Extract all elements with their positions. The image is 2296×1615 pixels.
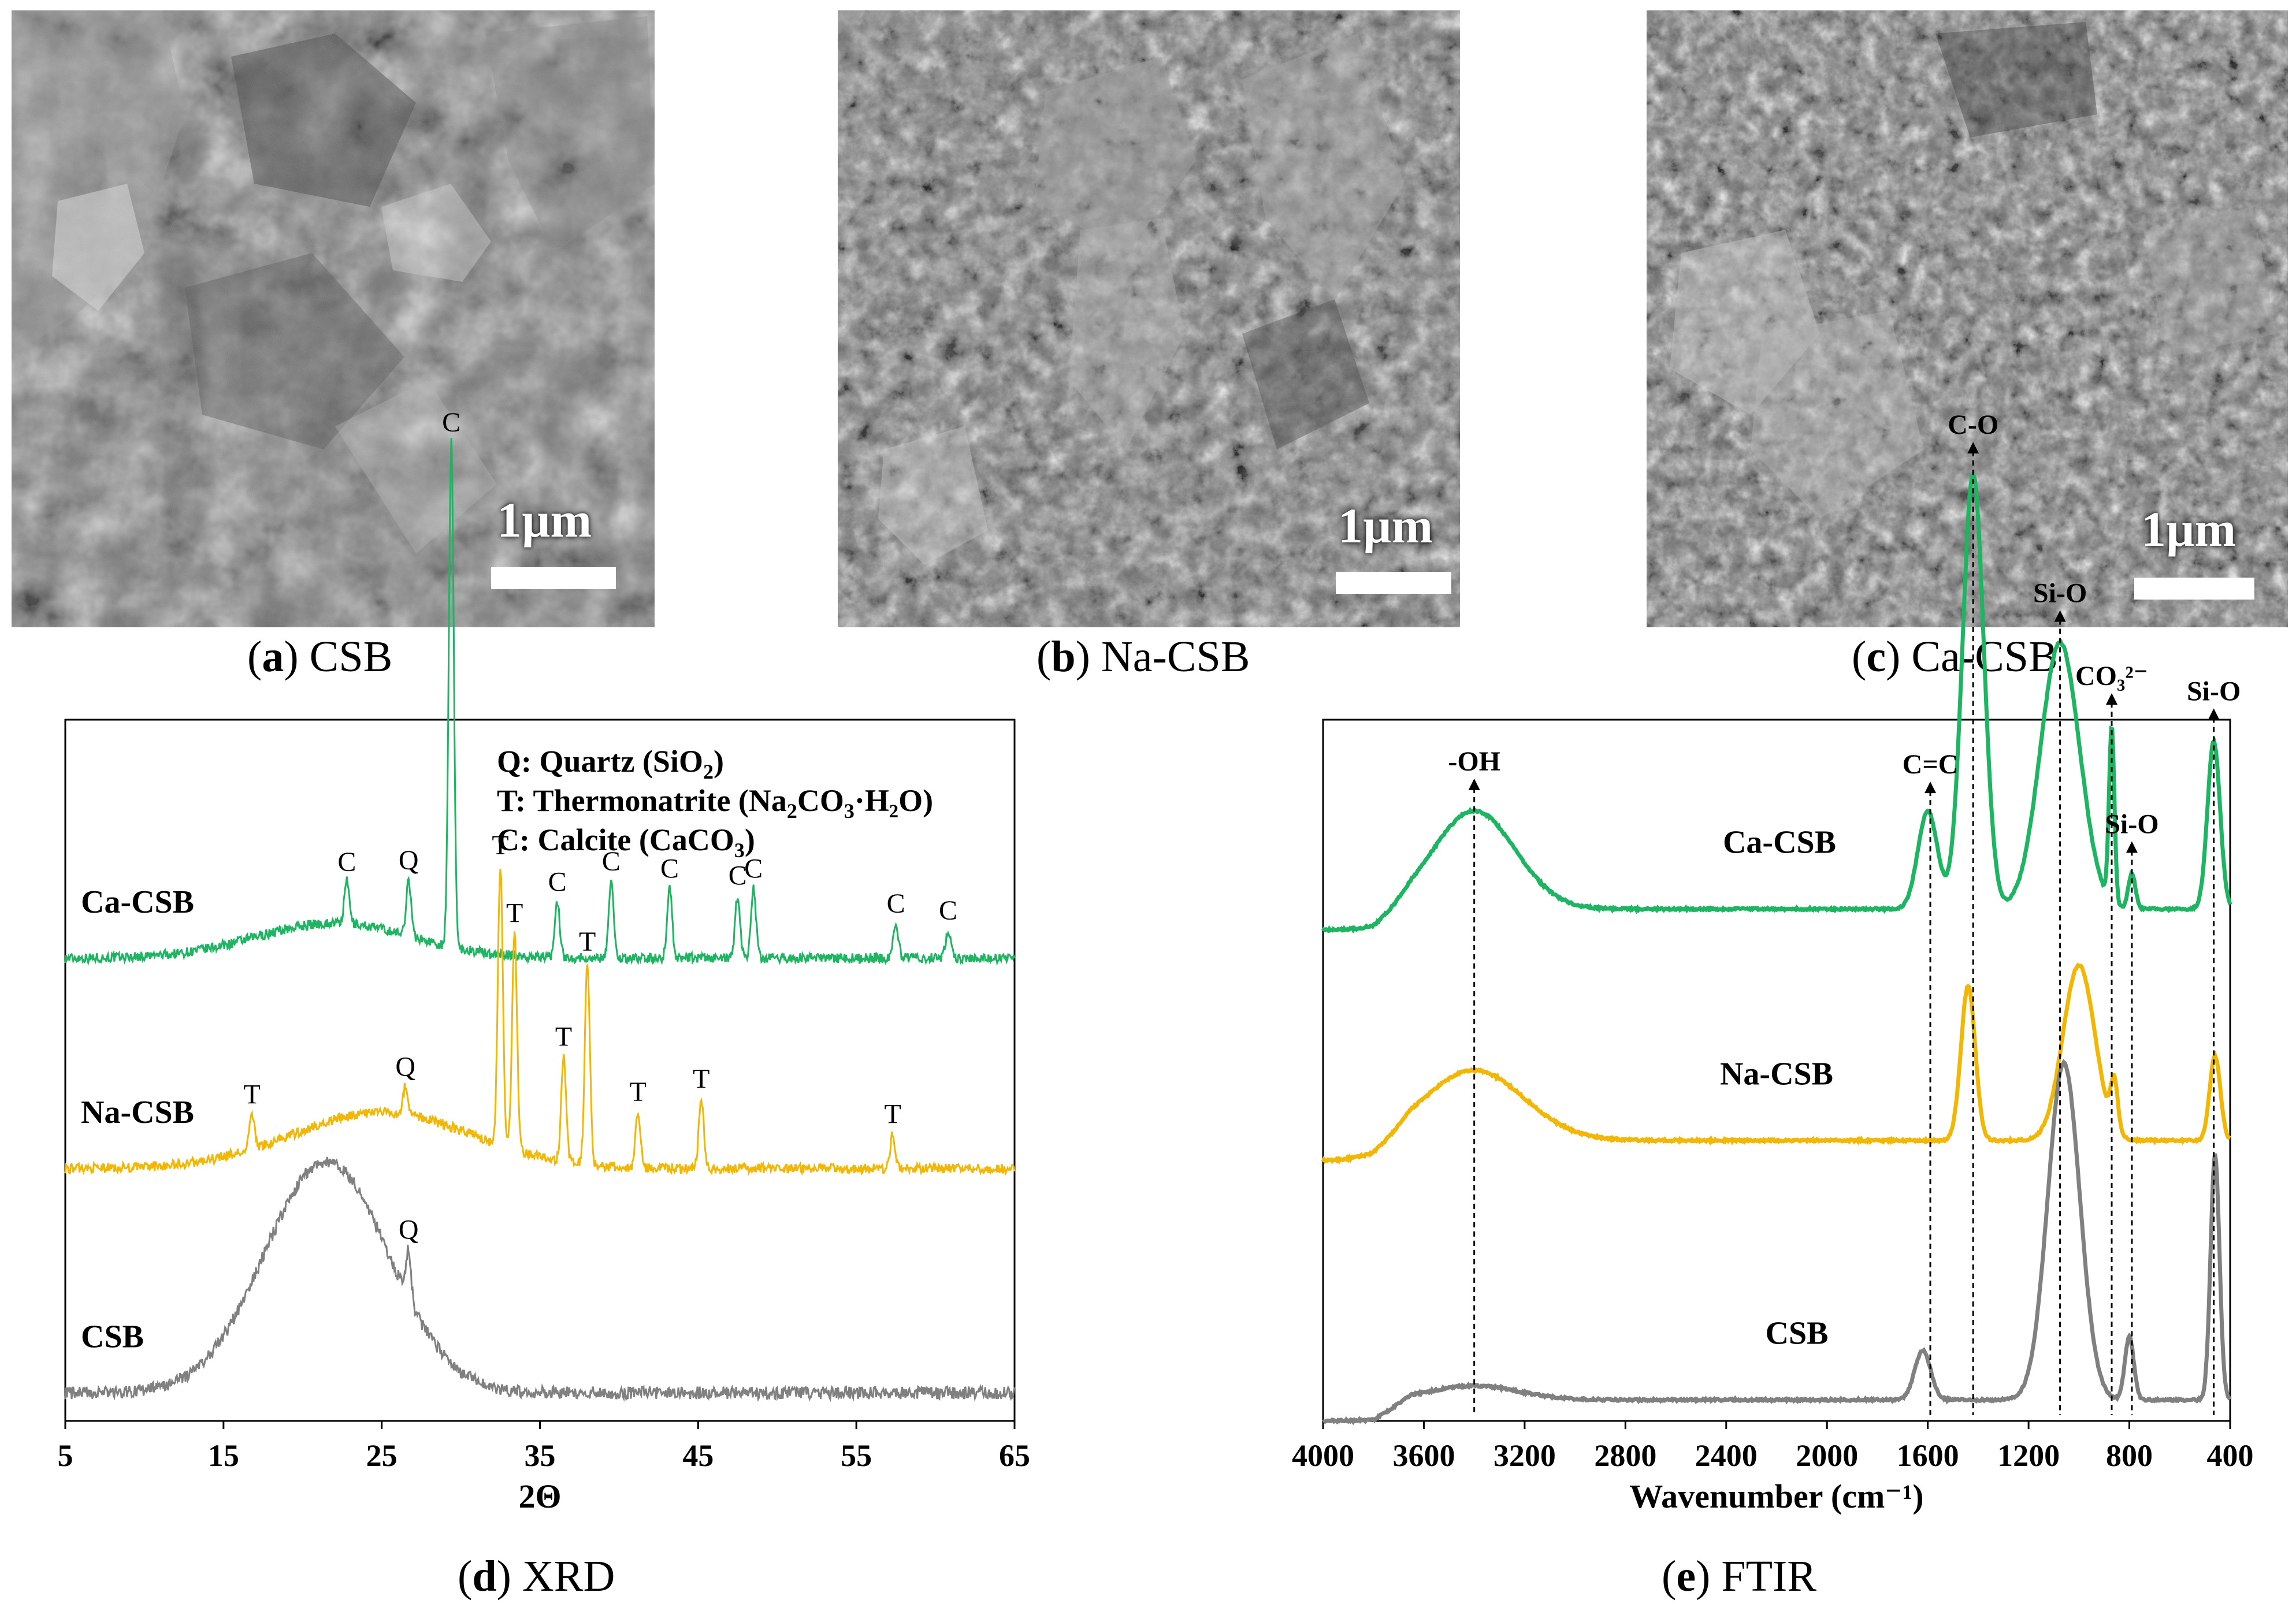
xrd-peak-label: C [442,407,460,438]
caption-d: (d) XRD [458,1552,615,1601]
ftir-annotation-label: Si-O [2105,809,2158,840]
xrd-peak-label: C [602,846,621,877]
xrd-peak-label: Q [399,845,419,876]
xrd-peak-label: T [555,1022,572,1052]
caption-e: (e) FTIR [1662,1552,1817,1601]
sem-texture-na-csb [838,10,1460,627]
xrd-x-axis-label: 2Θ [518,1478,561,1515]
ftir-guide-arrow [2208,708,2220,720]
ftir-annotation-label: -OH [1448,746,1500,777]
xrd-series-label: Na-CSB [81,1095,194,1130]
xrd-x-tick-label: 15 [208,1438,239,1473]
ftir-plot-frame [1322,719,2231,1422]
caption-b: (b) Na-CSB [1036,632,1250,681]
ftir-guide-arrow [2106,693,2118,705]
xrd-peak-label: C [939,895,957,926]
xrd-x-tick-label: 45 [682,1438,714,1473]
scale-bar [1336,572,1451,594]
ftir-annotation-label: C-O [1948,410,1998,440]
xrd-peak-label: C [729,860,747,891]
ftir-x-tick-label: 2800 [1594,1438,1656,1473]
ftir-annotation-label: Si-O [2033,578,2087,608]
xrd-x-tick-label: 35 [525,1438,556,1473]
xrd-peak-label: T [492,830,508,861]
xrd-peak-label: T [693,1063,709,1094]
xrd-series-label: Ca-CSB [81,884,194,920]
xrd-x-tick-label: 25 [366,1438,397,1473]
ftir-x-tick-label: 3600 [1392,1438,1455,1473]
ftir-series-label: Ca-CSB [1723,825,1836,861]
xrd-peak-label: Q [395,1052,415,1082]
xrd-peak-label: Q [399,1215,419,1245]
ftir-guide-arrow [2054,610,2066,622]
ftir-guide-arrow [2126,841,2138,853]
scale-bar-label: 1µm [497,492,592,548]
ftir-guide-arrow [1468,778,1480,790]
xrd-peak-label: C [548,867,567,898]
xrd-peak-label: T [506,898,523,928]
xrd-series-label: CSB [81,1319,144,1355]
xrd-peak-label: T [630,1077,647,1107]
xrd-series-na-csb [64,868,1016,1176]
caption-a: (a) CSB [247,632,393,681]
xrd-series-csb [64,1156,1016,1402]
scale-bar [2134,578,2254,600]
ftir-x-tick-label: 4000 [1292,1438,1354,1473]
xrd-x-tick-label: 5 [58,1438,73,1473]
sem-image-csb: 1µm [12,10,655,627]
ftir-x-tick-label: 3200 [1493,1438,1556,1473]
xrd-series-ca-csb [64,438,1016,966]
xrd-peak-label: C [744,853,763,884]
ftir-x-tick-label: 400 [2207,1438,2254,1473]
xrd-peak-label: C [660,853,679,884]
scale-bar-label: 1µm [1338,498,1433,553]
ftir-x-tick-label: 2400 [1695,1438,1758,1473]
ftir-annotation-label: CO₃²⁻ [2075,661,2148,691]
ftir-series-csb [1322,1059,2232,1426]
xrd-legend-entry: C: Calcite (CaCO3) [497,823,755,862]
ftir-x-tick-label: 2000 [1796,1438,1858,1473]
xrd-peak-label: C [887,888,905,919]
ftir-series-ca-csb [1321,472,2232,934]
xrd-x-tick-label: 55 [841,1438,872,1473]
sem-texture-csb [12,10,655,627]
xrd-legend-entry: Q: Quartz (SiO2) [497,744,724,783]
ftir-series-label: Na-CSB [1720,1056,1833,1092]
xrd-peak-label: T [884,1099,901,1129]
sem-image-na-csb: 1µm [838,10,1460,627]
xrd-legend-entry: T: Thermonatrite (Na2CO3·H₂O) [497,783,933,823]
ftir-series-label: CSB [1766,1315,1829,1351]
ftir-guide-arrow [1925,782,1937,794]
ftir-x-axis-label: Wavenumber (cm⁻¹) [1629,1478,1923,1515]
xrd-x-tick-label: 65 [999,1438,1030,1473]
xrd-peak-label: C [337,847,356,877]
ftir-guide-arrow [1967,442,1979,454]
scale-bar [491,567,616,589]
ftir-annotation-label: C=C [1903,749,1959,780]
xrd-peak-label: T [579,926,596,957]
scale-bar-label: 1µm [2141,501,2236,557]
xrd-peak-label: T [243,1079,260,1110]
ftir-x-tick-label: 1200 [1997,1438,2060,1473]
ftir-annotation-label: Si-O [2187,676,2241,706]
ftir-x-tick-label: 800 [2106,1438,2153,1473]
ftir-x-tick-label: 1600 [1897,1438,1959,1473]
